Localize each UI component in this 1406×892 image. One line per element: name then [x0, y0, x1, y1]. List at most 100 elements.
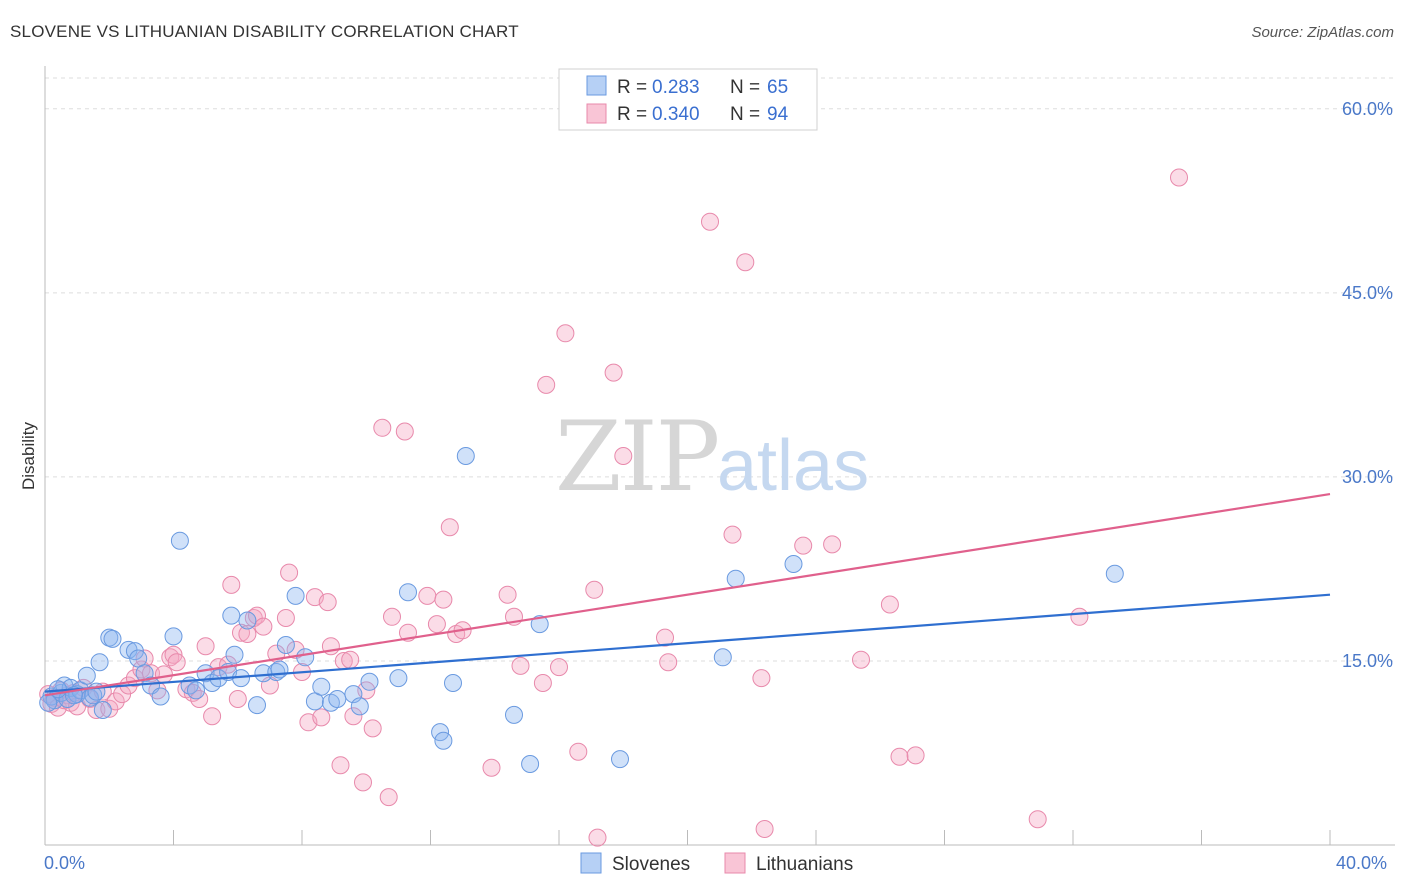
point-lithuanians [203, 707, 222, 726]
point-slovenes [248, 696, 266, 715]
point-lithuanians [418, 586, 437, 605]
point-lithuanians [823, 535, 842, 554]
y-tick-label: 60.0% [1342, 99, 1393, 119]
point-lithuanians [331, 756, 350, 775]
point-slovenes [328, 690, 347, 708]
point-lithuanians [890, 747, 909, 766]
stats-n-label-lithuanians: N = [730, 104, 760, 125]
point-lithuanians [238, 625, 257, 643]
point-slovenes [77, 666, 96, 685]
point-slovenes [521, 755, 540, 773]
data-points [39, 168, 1188, 847]
axes [44, 66, 1395, 846]
chart-title: SLOVENE VS LITHUANIAN DISABILITY CORRELA… [10, 22, 519, 41]
point-lithuanians [752, 669, 771, 688]
point-slovenes [726, 569, 745, 588]
stats-r-value-lithuanians: 0.340 [652, 104, 700, 125]
point-lithuanians [585, 580, 604, 599]
point-slovenes [164, 627, 183, 646]
point-lithuanians [550, 658, 568, 677]
point-lithuanians [498, 585, 517, 604]
legend-swatch-slovenes [580, 852, 602, 874]
point-slovenes [713, 648, 732, 667]
point-lithuanians [254, 617, 273, 636]
trend-line-slovenes [44, 593, 1331, 693]
point-slovenes [399, 583, 417, 602]
point-lithuanians [556, 324, 575, 343]
point-lithuanians [880, 595, 899, 614]
point-slovenes [444, 674, 462, 692]
point-lithuanians [354, 773, 372, 792]
legend-label-lithuanians: Lithuanians [756, 854, 853, 875]
y-tick-label: 30.0% [1342, 467, 1393, 487]
point-lithuanians [383, 607, 401, 626]
point-lithuanians [533, 674, 552, 692]
point-slovenes [225, 645, 244, 664]
point-slovenes [222, 606, 241, 625]
x-tick-label-max: 40.0% [1336, 853, 1387, 873]
watermark-zip: ZIP [555, 401, 718, 513]
point-lithuanians [659, 653, 678, 672]
point-lithuanians [852, 650, 870, 669]
watermark: ZIP atlas [555, 401, 869, 513]
point-lithuanians [794, 536, 813, 555]
y-tick-labels: 15.0% 30.0% 45.0% 60.0% [1342, 99, 1393, 671]
point-slovenes [1105, 564, 1124, 583]
series-legend: Slovenes Lithuanians [580, 852, 853, 875]
point-lithuanians [280, 563, 299, 582]
stats-r-label-lithuanians: R = [617, 104, 647, 125]
point-lithuanians [318, 593, 337, 612]
point-lithuanians [248, 606, 266, 625]
y-tick-label: 15.0% [1342, 651, 1393, 671]
point-lithuanians [379, 788, 398, 807]
point-lithuanians [373, 418, 392, 437]
point-lithuanians [906, 746, 925, 765]
point-lithuanians [100, 699, 119, 718]
point-lithuanians [228, 690, 247, 708]
point-lithuanians [286, 640, 305, 659]
point-lithuanians [1170, 168, 1188, 187]
stats-n-value-lithuanians: 94 [767, 104, 789, 125]
point-slovenes [100, 628, 119, 647]
stats-n-value-slovenes: 65 [767, 77, 788, 98]
point-lithuanians [344, 707, 363, 726]
point-slovenes [187, 681, 205, 700]
y-tick-label: 45.0% [1342, 283, 1393, 303]
point-slovenes [350, 697, 369, 716]
point-slovenes [238, 611, 257, 630]
point-lithuanians [482, 758, 501, 777]
point-slovenes [90, 653, 109, 672]
point-slovenes [505, 705, 523, 724]
stats-r-value-slovenes: 0.283 [652, 77, 700, 98]
stats-r-label-slovenes: R = [617, 77, 647, 98]
point-slovenes [296, 648, 315, 667]
point-lithuanians [537, 375, 556, 394]
point-lithuanians [276, 609, 295, 627]
trend-lines [44, 492, 1331, 697]
point-lithuanians [736, 253, 755, 272]
watermark-atlas: atlas [717, 426, 869, 506]
point-lithuanians [312, 708, 331, 727]
stats-legend: R = 0.283 N = 65 R = 0.340 N = 94 [558, 68, 818, 131]
point-slovenes [530, 615, 549, 634]
point-lithuanians [363, 719, 382, 738]
point-lithuanians [604, 363, 623, 382]
legend-swatch-lithuanians [724, 852, 746, 874]
point-slovenes [276, 636, 295, 654]
point-slovenes [286, 586, 305, 605]
point-lithuanians [656, 628, 674, 647]
point-lithuanians [341, 650, 360, 669]
point-lithuanians [427, 615, 446, 634]
point-slovenes [456, 447, 475, 465]
point-slovenes [784, 555, 803, 573]
point-slovenes [103, 629, 122, 648]
point-slovenes [267, 663, 286, 681]
point-slovenes [389, 669, 408, 688]
point-lithuanians [440, 518, 459, 537]
point-lithuanians [755, 820, 774, 838]
point-lithuanians [1070, 607, 1089, 626]
point-lithuanians [588, 828, 607, 847]
point-lithuanians [701, 212, 719, 231]
y-axis-label: Disability [19, 421, 38, 490]
